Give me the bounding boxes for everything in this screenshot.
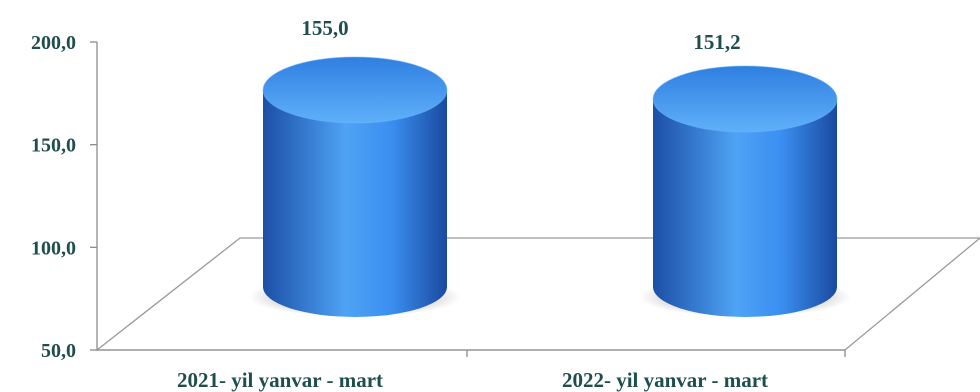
bar-top xyxy=(652,65,838,133)
y-tick-label: 150,0 xyxy=(31,135,76,157)
data-label: 151,2 xyxy=(693,30,740,54)
data-label: 155,0 xyxy=(301,16,348,40)
category-label: 2022- yil yanvar - mart xyxy=(562,368,768,392)
bar-top xyxy=(262,56,448,124)
bar-body xyxy=(653,99,837,317)
bar-body xyxy=(263,90,447,317)
bar: 151,2 xyxy=(639,30,851,317)
y-tick-label: 100,0 xyxy=(31,237,76,259)
y-tick-label: 200,0 xyxy=(31,32,76,54)
y-tick-label: 50,0 xyxy=(41,340,76,362)
category-label: 2021- yil yanvar - mart xyxy=(177,368,383,392)
bar: 155,0 xyxy=(249,16,461,317)
